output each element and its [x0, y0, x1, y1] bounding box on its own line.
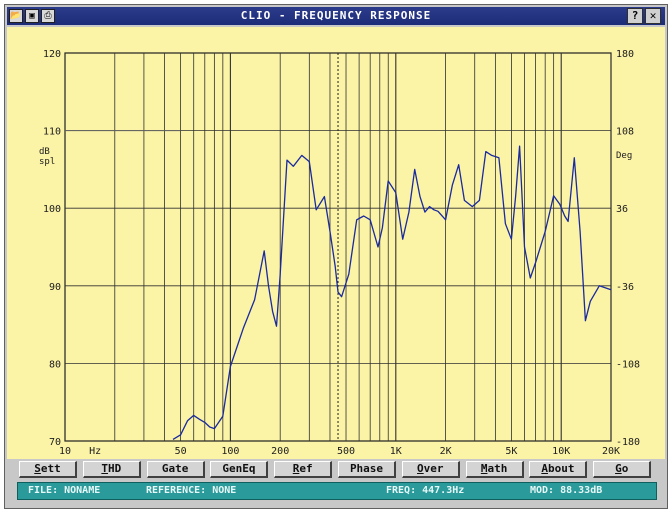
- thd-button[interactable]: THD: [82, 461, 141, 478]
- clio-window: 📂 ▣ ⎙ CLIO - FREQUENCY RESPONSE ? ✕ 120 1…: [4, 4, 668, 509]
- command-button-bar: Sett THD Gate GenEq Ref Phase Over Math About Go: [19, 461, 659, 479]
- over-button[interactable]: Over: [401, 461, 460, 478]
- x-tick-label: 20K: [602, 446, 620, 457]
- math-button[interactable]: Math: [465, 461, 524, 478]
- save-disk-icon[interactable]: ▣: [25, 9, 39, 23]
- x-tick-label: 50: [175, 446, 187, 457]
- y-tick-label: 80: [49, 359, 61, 370]
- y2-tick-label: 36: [616, 204, 628, 215]
- help-button[interactable]: ?: [627, 8, 643, 24]
- phase-button[interactable]: Phase: [338, 461, 396, 478]
- x-tick-label: 10K: [552, 446, 570, 457]
- y2-tick-label: -108: [616, 359, 640, 370]
- printer-icon[interactable]: ⎙: [41, 9, 55, 23]
- status-file: FILE: NONAME: [28, 485, 101, 496]
- frequency-response-trace: [172, 145, 612, 440]
- geneq-button[interactable]: GenEq: [210, 461, 269, 478]
- x-tick-label: 100: [221, 446, 239, 457]
- y2-tick-label: 180: [616, 49, 634, 60]
- x-tick-label: 5K: [505, 446, 517, 457]
- status-bar: FILE: NONAME REFERENCE: NONE FREQ: 447.3…: [17, 482, 657, 500]
- y-tick-label: 100: [43, 204, 61, 215]
- window-title: CLIO - FREQUENCY RESPONSE: [240, 9, 432, 22]
- ref-button[interactable]: Ref: [274, 461, 333, 478]
- y2-tick-label: -180: [616, 437, 640, 448]
- y-tick-label: 90: [49, 282, 61, 293]
- title-bar: 📂 ▣ ⎙ CLIO - FREQUENCY RESPONSE ? ✕: [7, 7, 665, 25]
- x-tick-label: 1K: [390, 446, 402, 457]
- y-axis-label: dB: [39, 147, 50, 157]
- open-folder-icon[interactable]: 📂: [9, 9, 23, 23]
- y2-tick-label: 108: [616, 127, 634, 138]
- x-tick-label: 500: [337, 446, 355, 457]
- status-reference: REFERENCE: NONE: [146, 485, 237, 496]
- y-axis-label: spl: [39, 157, 55, 167]
- x-tick-label: 200: [271, 446, 289, 457]
- x-tick-label: 2K: [440, 446, 452, 457]
- y-tick-label: 110: [43, 127, 61, 138]
- x-tick-label: 10: [59, 446, 71, 457]
- y-tick-label: 120: [43, 49, 61, 60]
- gate-button[interactable]: Gate: [146, 461, 205, 478]
- go-button[interactable]: Go: [593, 461, 652, 478]
- y-tick-label: 70: [49, 437, 61, 448]
- plot-area[interactable]: 120 110 100 90 80 70 180 108 36 -36 -108 -180 dB spl D…: [7, 27, 665, 459]
- y2-tick-label: -36: [616, 282, 634, 293]
- sett-button[interactable]: Sett: [19, 461, 77, 478]
- close-button[interactable]: ✕: [645, 8, 661, 24]
- y2-axis-label: Deg: [616, 151, 632, 161]
- x-tick-label: Hz: [89, 446, 101, 457]
- status-mod: MOD: 88.33dB: [530, 485, 603, 496]
- status-freq: FREQ: 447.3Hz: [386, 485, 465, 496]
- about-button[interactable]: About: [529, 461, 588, 478]
